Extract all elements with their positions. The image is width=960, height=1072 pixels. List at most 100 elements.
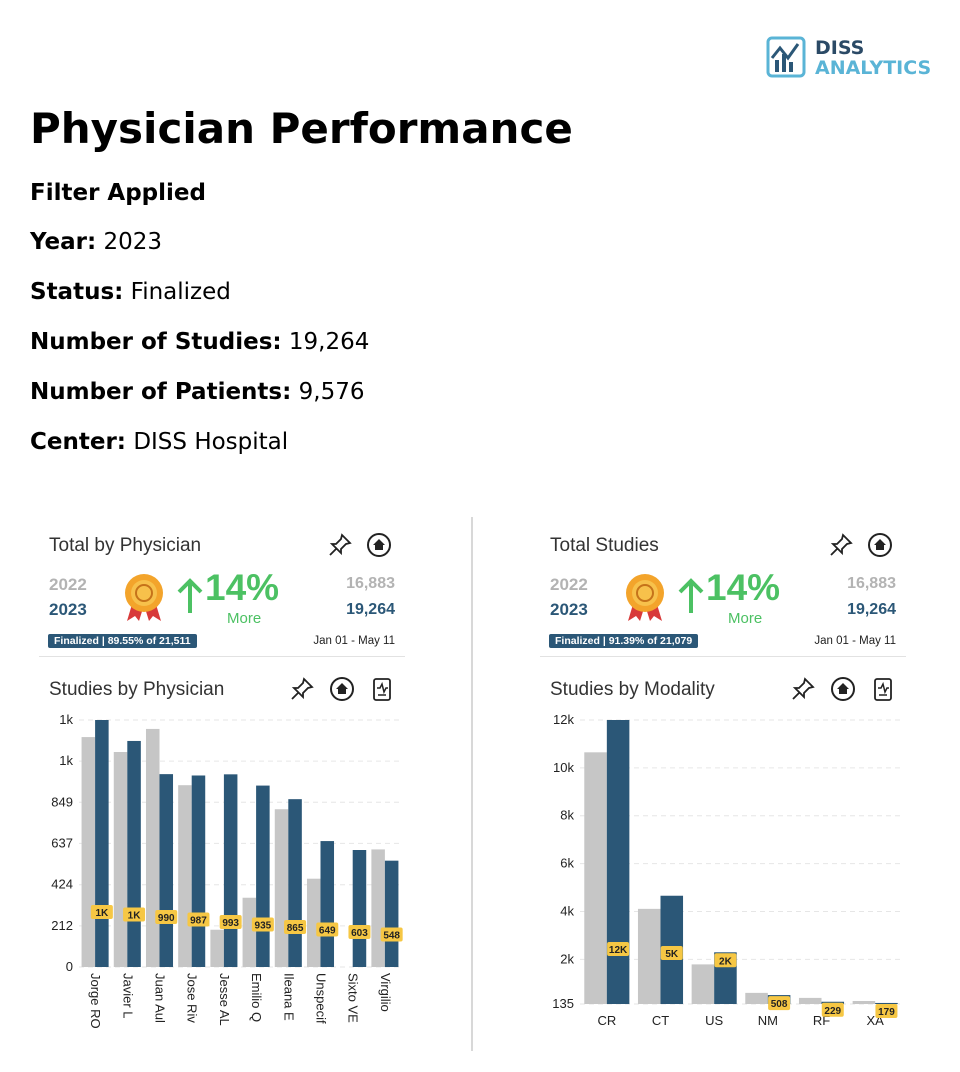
filter-heading: Filter Applied [30, 180, 206, 206]
value-label-bg [714, 953, 737, 968]
value-label-bg [875, 1003, 898, 1018]
value-label: 179 [878, 1007, 895, 1018]
filter-row: Year: 2023 [30, 229, 162, 255]
y-tick-label: 6k [560, 856, 574, 871]
value-label-bg [155, 910, 178, 924]
bar [798, 997, 822, 1004]
bar [384, 860, 399, 967]
filter-row: Number of Patients: 9,576 [30, 379, 364, 405]
current-total: 19,264 [847, 601, 896, 618]
medal-icon [125, 574, 163, 621]
home-icon[interactable] [329, 676, 355, 702]
bar [637, 908, 661, 1004]
y-tick-label: 135 [552, 996, 574, 1011]
bar [352, 850, 367, 967]
card-title: Total by Physician [49, 535, 202, 556]
y-tick-label: 637 [51, 835, 73, 850]
previous-year: 2022 [550, 575, 588, 594]
bar [306, 878, 321, 967]
x-tick-label: Sixto VE [346, 973, 361, 1023]
bar [145, 728, 160, 967]
pin-icon[interactable] [828, 532, 854, 558]
status-badge: Finalized | 91.39% of 21,079 [549, 634, 699, 648]
medal-icon [626, 574, 664, 621]
x-tick-label: CR [597, 1013, 616, 1028]
date-range: Jan 01 - May 11 [313, 635, 395, 647]
pin-icon[interactable] [289, 676, 315, 702]
y-tick-label: 212 [51, 918, 73, 933]
chart-title: Studies by Modality [550, 679, 715, 700]
bar [178, 785, 192, 967]
status-badge: Finalized | 89.55% of 21,511 [48, 634, 197, 648]
value-label-bg [251, 917, 274, 932]
bar [113, 752, 128, 967]
bar [159, 774, 174, 967]
bar [242, 897, 257, 967]
value-label: 1K [128, 911, 142, 922]
filter-value: DISS Hospital [133, 429, 289, 455]
home-icon[interactable] [867, 532, 893, 558]
home-icon[interactable] [366, 532, 392, 558]
bar [371, 849, 385, 967]
current-year: 2023 [49, 600, 87, 619]
y-tick-label: 424 [51, 877, 73, 892]
x-tick-label: Javier L [120, 973, 135, 1019]
x-tick-label: NM [758, 1013, 778, 1028]
date-range: Jan 01 - May 11 [814, 635, 896, 647]
value-label-bg [187, 912, 210, 927]
x-tick-label: Emilio Q [249, 973, 264, 1022]
x-tick-label: Juan Aul [153, 973, 168, 1023]
report-icon[interactable] [870, 676, 896, 702]
value-label: 1K [95, 908, 109, 919]
value-label-bg [123, 907, 146, 922]
bar [191, 775, 206, 967]
x-tick-label: Virgilio [378, 973, 393, 1012]
bar [274, 809, 289, 967]
filter-value: 19,264 [288, 329, 370, 355]
pin-icon[interactable] [327, 532, 353, 558]
value-label-bg [380, 927, 403, 942]
value-label: 508 [771, 999, 788, 1010]
y-tick-label: 2k [560, 951, 574, 966]
filter-value: 2023 [103, 229, 163, 255]
value-label: 987 [190, 916, 207, 927]
bar [745, 992, 768, 1004]
logo-text: DISS [815, 37, 865, 59]
bar [691, 964, 715, 1004]
bar [875, 1002, 898, 1004]
report-icon[interactable] [369, 676, 395, 702]
divider [471, 517, 473, 1051]
value-label: 603 [351, 928, 368, 939]
y-tick-label: 8k [560, 808, 574, 823]
value-label: 2K [719, 956, 733, 967]
filter-label: Number of Studies: [30, 329, 282, 355]
x-tick-label: Jorge RO [88, 973, 103, 1029]
filter-row: Status: Finalized [30, 279, 231, 305]
y-tick-label: 849 [51, 794, 73, 809]
logo-text: ANALYTICS [815, 57, 932, 79]
value-label-bg [284, 920, 307, 934]
current-year: 2023 [550, 600, 588, 619]
previous-total: 16,883 [847, 575, 896, 592]
value-label: 12K [609, 945, 628, 956]
bar [584, 752, 607, 1004]
value-label: 935 [255, 921, 272, 932]
change-text: More [728, 610, 763, 627]
pin-icon[interactable] [790, 676, 816, 702]
y-tick-label: 0 [66, 959, 73, 974]
up-arrow [177, 578, 203, 613]
home-icon[interactable] [830, 676, 856, 702]
x-tick-label: US [705, 1013, 723, 1028]
panel: Total by Physician 2022 2023 14% More 16,883 1… [39, 515, 405, 1050]
value-label-bg [660, 946, 683, 960]
x-tick-label: CT [652, 1013, 669, 1028]
change-text: More [227, 610, 262, 627]
value-label: 990 [158, 913, 175, 924]
y-tick-label: 12k [553, 712, 574, 727]
bar [127, 740, 141, 967]
bar [210, 929, 224, 967]
bar [288, 799, 302, 967]
separator [39, 656, 405, 657]
